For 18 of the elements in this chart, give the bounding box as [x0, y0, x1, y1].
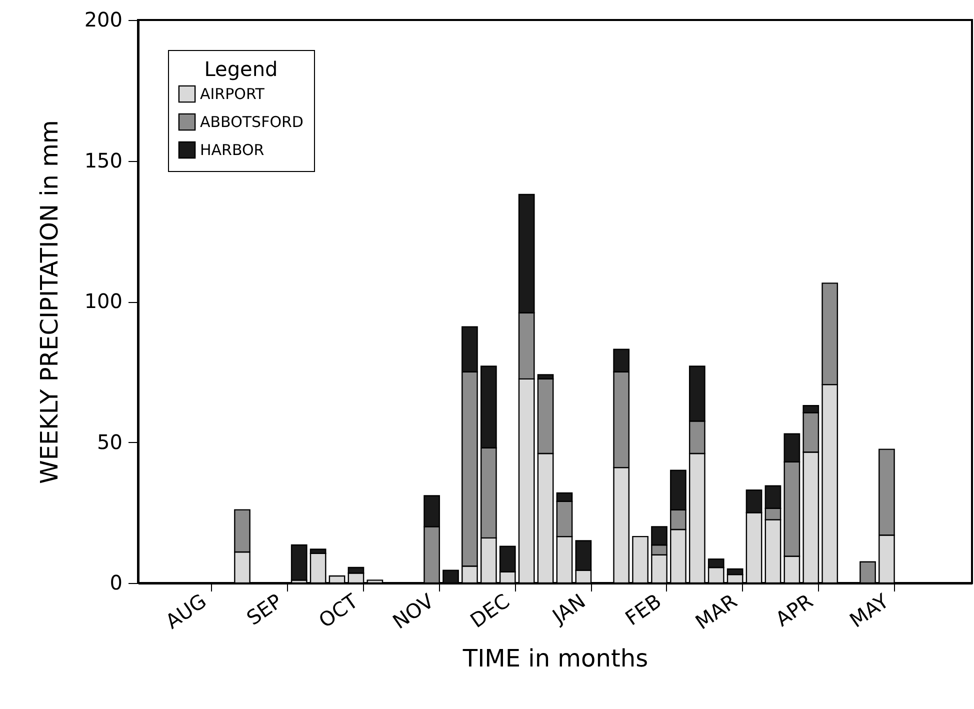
x-tick-label: APR: [770, 588, 818, 632]
legend-label: ABBOTSFORD: [200, 113, 304, 131]
legend-label: AIRPORT: [200, 85, 266, 103]
y-axis-title: WEEKLY PRECIPITATION in mm: [35, 120, 64, 484]
legend-title: Legend: [204, 57, 278, 81]
x-tick-label: SEP: [242, 588, 286, 630]
legend-label: HARBOR: [200, 141, 264, 159]
y-tick-label: 150: [84, 148, 122, 172]
y-tick-label: 50: [97, 430, 122, 454]
x-axis-title: TIME in months: [462, 644, 648, 672]
y-tick-label: 200: [84, 8, 122, 32]
x-tick-label: FEB: [620, 588, 666, 630]
bar: [290, 544, 308, 581]
x-tick-label: DEC: [466, 588, 514, 633]
x-tick-label: MAR: [690, 588, 742, 634]
y-tick-label: 0: [110, 570, 122, 594]
x-tick-label: OCT: [314, 588, 363, 633]
y-tick-label: 100: [84, 289, 122, 313]
